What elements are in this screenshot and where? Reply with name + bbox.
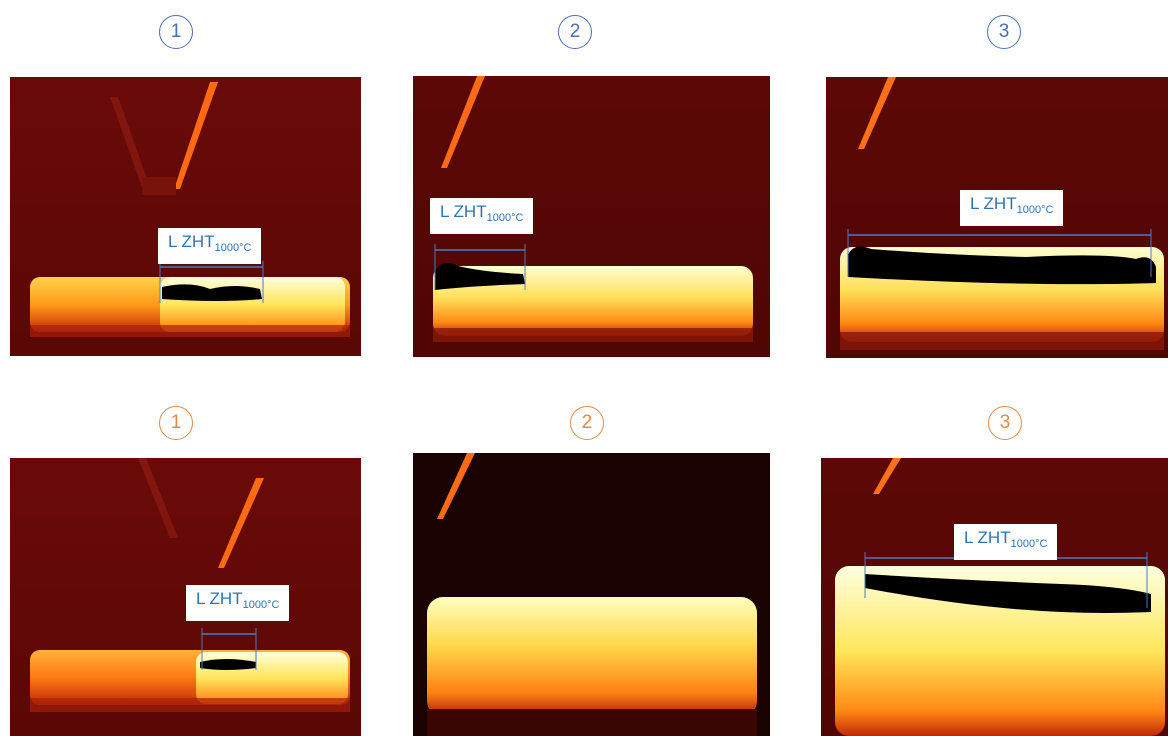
thermal-image-2-bottom <box>413 453 770 736</box>
step-badge-3-top: 3 <box>987 15 1021 49</box>
step-badge-2-top: 2 <box>558 15 592 49</box>
step-badge-1-bottom: 1 <box>159 406 193 440</box>
step-badge-2-bottom: 2 <box>570 406 604 440</box>
thermal-image-1-bottom-graphic <box>10 458 361 736</box>
zht-length-label: L ZHT1000°C <box>954 524 1058 560</box>
thermal-image-1-bottom: L ZHT1000°C <box>10 458 361 736</box>
step-badge-1-top: 1 <box>159 15 193 49</box>
step-badge-3-bottom: 3 <box>988 406 1022 440</box>
zht-length-label: L ZHT1000°C <box>158 228 262 264</box>
thermal-image-2-bottom-graphic <box>413 453 770 736</box>
thermal-image-1-top: L ZHT1000°C <box>10 77 361 356</box>
thermal-image-2-top: L ZHT1000°C <box>413 76 770 357</box>
thermal-image-3-bottom-graphic <box>821 458 1168 736</box>
thermal-image-3-bottom: L ZHT1000°C <box>821 458 1168 736</box>
thermal-image-3-top: L ZHT1000°C <box>826 77 1168 358</box>
thermal-image-1-top-graphic <box>10 77 361 356</box>
zht-length-label: L ZHT1000°C <box>430 198 534 234</box>
zht-length-label: L ZHT1000°C <box>960 190 1064 226</box>
zht-length-label: L ZHT1000°C <box>186 585 290 621</box>
